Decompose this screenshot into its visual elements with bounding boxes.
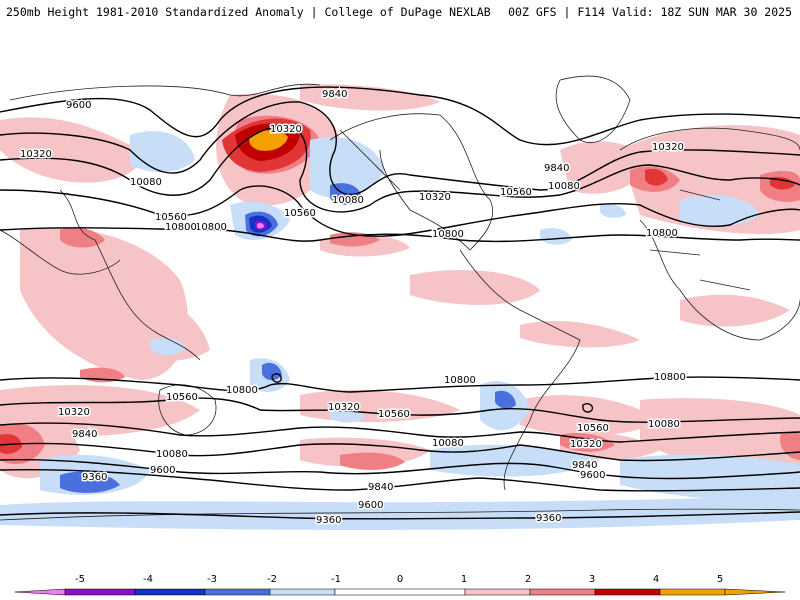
contour-label: 10560 bbox=[500, 187, 532, 198]
contour-label: 10080 bbox=[130, 177, 162, 188]
contour-label: 9840 bbox=[544, 163, 569, 174]
colorbar-segment bbox=[529, 588, 596, 596]
contour-label: 10080 bbox=[332, 195, 364, 206]
contour-label: 10800 bbox=[195, 222, 227, 233]
contour-label: 10800 bbox=[226, 385, 258, 396]
negative-anomaly-strong bbox=[60, 183, 516, 493]
contour-label: 10560 bbox=[155, 212, 187, 223]
contour-label: 9600 bbox=[150, 465, 175, 476]
anomaly-map: 9600 9840 10320 10080 10560 10800 10320 … bbox=[0, 75, 800, 530]
colorbar-segment bbox=[594, 588, 661, 596]
positive-anomaly-strong bbox=[0, 118, 795, 454]
colorbar-segment bbox=[204, 588, 271, 596]
colorbar-tick: 0 bbox=[397, 574, 403, 585]
contour-label: 9360 bbox=[536, 513, 561, 524]
contour-label: 9360 bbox=[316, 515, 341, 526]
contour-label: 9840 bbox=[368, 482, 393, 493]
colorbar-tick: 5 bbox=[717, 574, 723, 585]
contour-label: 10320 bbox=[570, 439, 602, 450]
colorbar-segment bbox=[464, 588, 531, 596]
contour-label: 10080 bbox=[548, 181, 580, 192]
colorbar-tick: -1 bbox=[331, 574, 341, 585]
contour-label: 10800 bbox=[432, 229, 464, 240]
contour-label: 10800 bbox=[654, 372, 686, 383]
contour-label: 10320 bbox=[419, 192, 451, 203]
model-valid-time: 00Z GFS | F114 Valid: 18Z SUN MAR 30 202… bbox=[508, 5, 792, 19]
colorbar-tick: 4 bbox=[653, 574, 659, 585]
contour-label: 10080 bbox=[156, 449, 188, 460]
map-title: 250mb Height 1981-2010 Standardized Anom… bbox=[6, 5, 491, 19]
contour-label: 9600 bbox=[66, 100, 91, 111]
contour-label: 10320 bbox=[20, 149, 52, 160]
contour-label: 10800 bbox=[165, 222, 197, 233]
colorbar-tick: -3 bbox=[207, 574, 217, 585]
contour-label: 10560 bbox=[166, 392, 198, 403]
contour-label: 10320 bbox=[58, 407, 90, 418]
colorbar-tick: 2 bbox=[525, 574, 531, 585]
colorbar-tick: -2 bbox=[267, 574, 277, 585]
height-contours bbox=[0, 86, 800, 520]
contour-label: 10800 bbox=[444, 375, 476, 386]
colorbar-segment bbox=[724, 588, 786, 596]
colorbar-ticks: -5 -4 -3 -2 -1 0 1 2 3 4 5 bbox=[75, 574, 723, 585]
contour-label: 10320 bbox=[328, 402, 360, 413]
contour-label: 10320 bbox=[652, 142, 684, 153]
colorbar-tick: -5 bbox=[75, 574, 85, 585]
contour-label: 10320 bbox=[270, 124, 302, 135]
contour-label: 10080 bbox=[432, 438, 464, 449]
contour-label: 9600 bbox=[358, 500, 383, 511]
contour-label: 10560 bbox=[577, 423, 609, 434]
contour-label: 10560 bbox=[284, 208, 316, 219]
contour-label: 9600 bbox=[580, 470, 605, 481]
contour-label: 10560 bbox=[378, 409, 410, 420]
colorbar-tick: 1 bbox=[461, 574, 467, 585]
colorbar-segment bbox=[134, 588, 206, 596]
contour-label: 9840 bbox=[572, 460, 597, 471]
anomaly-colorbar: -5 -4 -3 -2 -1 0 1 2 3 4 5 bbox=[14, 574, 786, 596]
contour-label: 9840 bbox=[322, 89, 347, 100]
contour-label: 10800 bbox=[646, 228, 678, 239]
contour-label: 9840 bbox=[72, 429, 97, 440]
colorbar-segment bbox=[659, 588, 726, 596]
colorbar-tick: -4 bbox=[143, 574, 153, 585]
contour-label: 9360 bbox=[82, 472, 107, 483]
colorbar-segment bbox=[269, 588, 336, 596]
colorbar-segments bbox=[14, 588, 786, 596]
colorbar-segment bbox=[14, 588, 66, 596]
colorbar-tick: 3 bbox=[589, 574, 595, 585]
contour-label: 10080 bbox=[648, 419, 680, 430]
colorbar-segment bbox=[64, 588, 136, 596]
contour-labels: 9600 9840 10320 10080 10560 10800 10320 … bbox=[19, 88, 688, 528]
coastlines bbox=[0, 75, 800, 521]
colorbar-segment bbox=[334, 588, 466, 596]
